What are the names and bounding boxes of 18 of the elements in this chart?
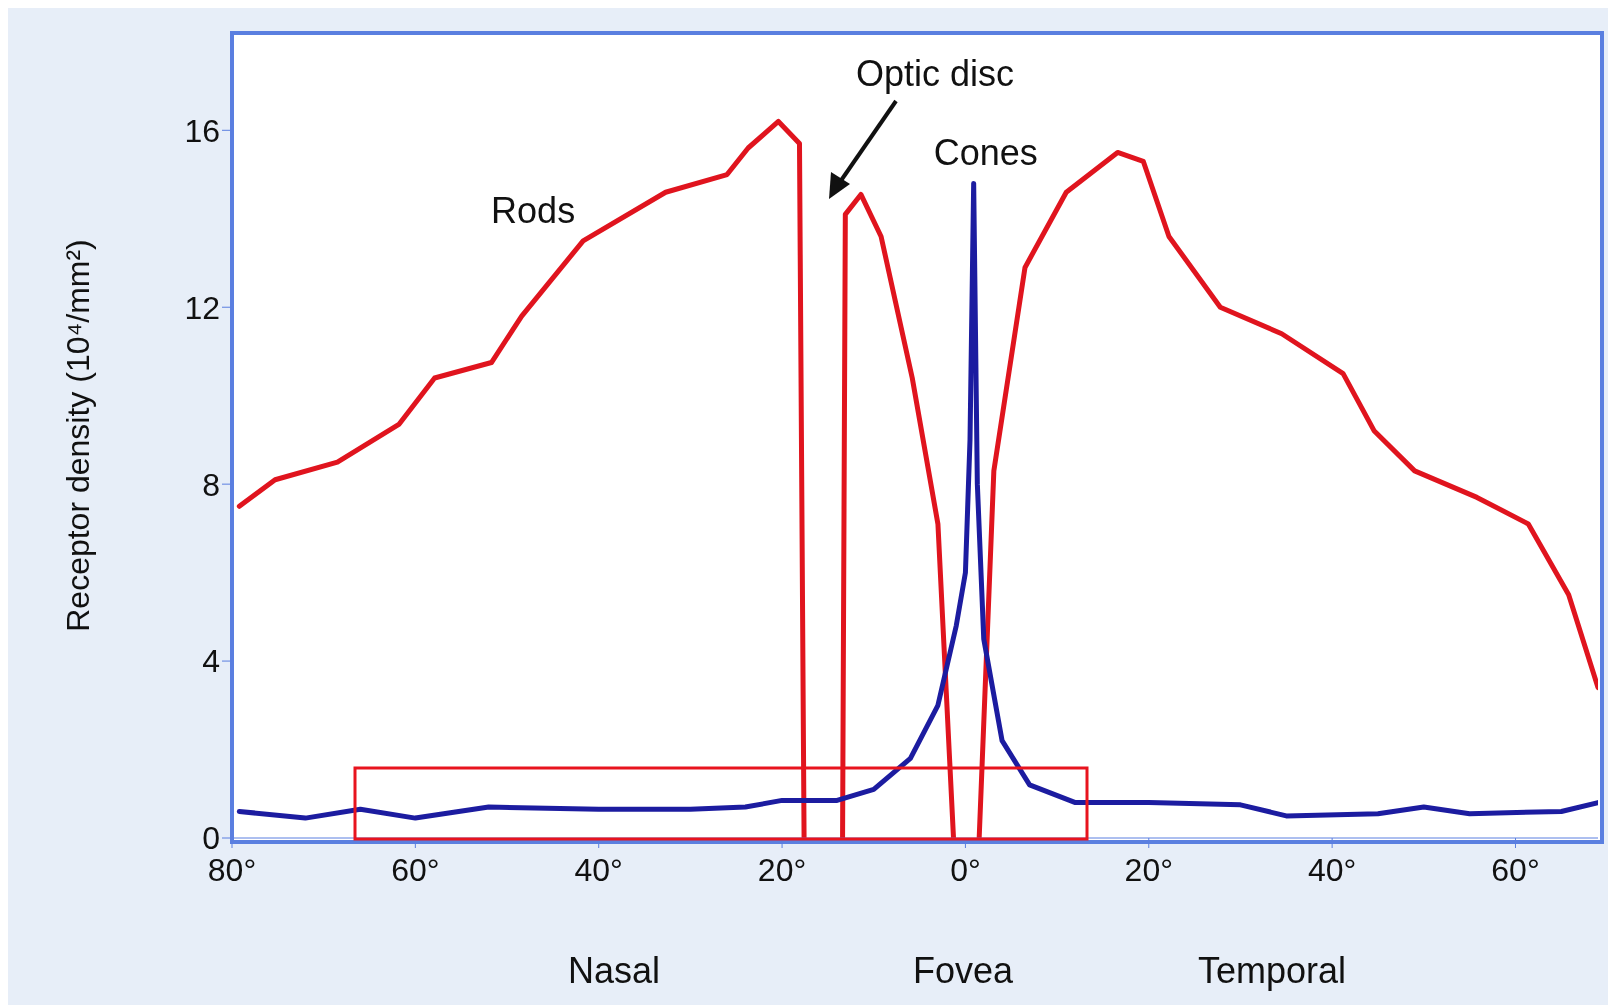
series-label: Cones	[933, 132, 1038, 174]
series-label: Rods	[491, 189, 576, 231]
x-tick-label: 20°	[1124, 851, 1173, 888]
annotation: Optic disc	[855, 53, 1015, 95]
y-tick-label: 16	[184, 112, 220, 149]
x-tick-label: 20°	[757, 851, 807, 888]
x-tick-label: 40°	[1307, 851, 1357, 888]
text: Fovea	[912, 950, 1014, 992]
x-tick-label: 40°	[574, 851, 623, 888]
x-tick-label: 60°	[1491, 851, 1540, 888]
text: Temporal	[1197, 950, 1347, 992]
text: Nasal	[567, 950, 661, 992]
y-tick-label: 12	[184, 289, 220, 326]
x-tick-label: 60°	[391, 851, 440, 888]
y-axis-title: Receptor density (10⁴/mm²)	[60, 239, 97, 632]
y-tick-label: 8	[202, 466, 220, 503]
x-tick-label: 0°	[950, 851, 981, 888]
y-tick-label: 4	[202, 643, 220, 680]
